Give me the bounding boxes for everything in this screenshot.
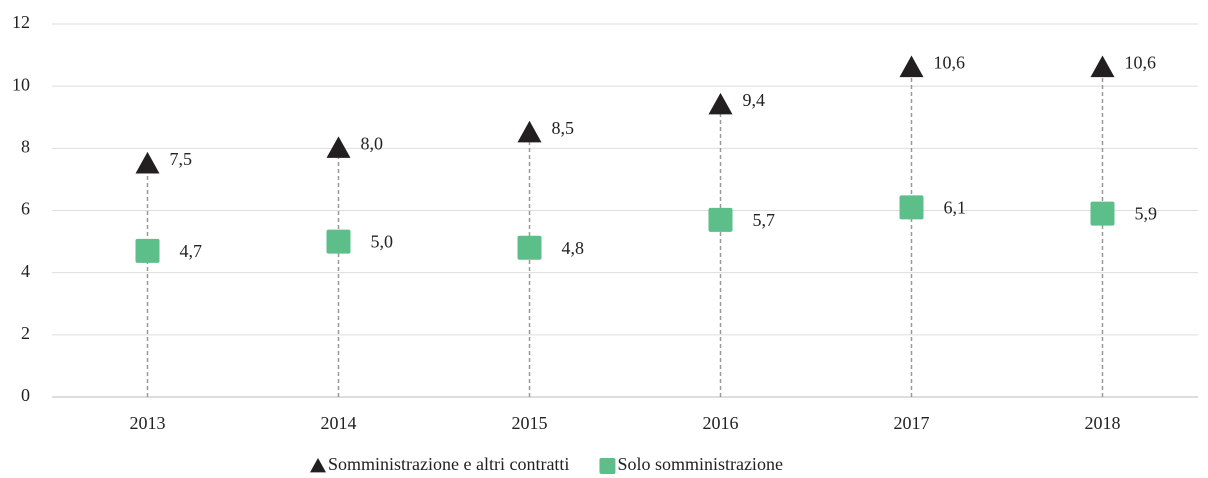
x-tick-label: 2016 [703,413,739,433]
data-label: 10,6 [1125,53,1157,73]
data-label: 10,6 [934,53,966,73]
data-label: 5,7 [753,210,776,230]
data-label: 5,9 [1135,204,1158,224]
y-tick-label: 6 [21,199,30,219]
point-marker [899,55,924,78]
legend-label: Somministrazione e altri contratti [328,454,569,474]
y-tick-label: 4 [21,261,30,281]
x-tick-label: 2013 [130,413,166,433]
y-tick-label: 2 [21,323,30,343]
point-marker [1090,201,1115,226]
legend-marker [310,458,326,473]
point-marker [326,229,351,254]
data-label: 5,0 [371,232,394,252]
x-tick-label: 2018 [1085,413,1121,433]
point-marker [135,238,160,263]
x-tick-label: 2014 [321,413,357,433]
y-tick-label: 10 [12,74,30,94]
x-tick-label: 2017 [894,413,930,433]
point-marker [135,151,160,174]
data-label: 8,5 [552,118,575,138]
x-tick-label: 2015 [512,413,548,433]
data-label: 8,0 [361,133,384,153]
data-label: 7,5 [170,149,193,169]
data-label: 4,8 [562,238,585,258]
point-marker [517,120,542,143]
point-marker [1090,55,1115,78]
y-tick-label: 8 [21,136,30,156]
legend-label: Solo somministrazione [617,454,783,474]
y-tick-label: 0 [21,385,30,405]
point-marker [708,207,733,232]
point-marker [899,195,924,220]
data-label: 6,1 [944,198,967,218]
point-marker [326,136,351,158]
point-marker [517,235,542,260]
data-label: 4,7 [180,241,203,261]
legend-marker [599,458,616,474]
data-label: 9,4 [743,90,766,110]
y-tick-label: 12 [12,12,30,32]
point-marker [708,92,733,115]
